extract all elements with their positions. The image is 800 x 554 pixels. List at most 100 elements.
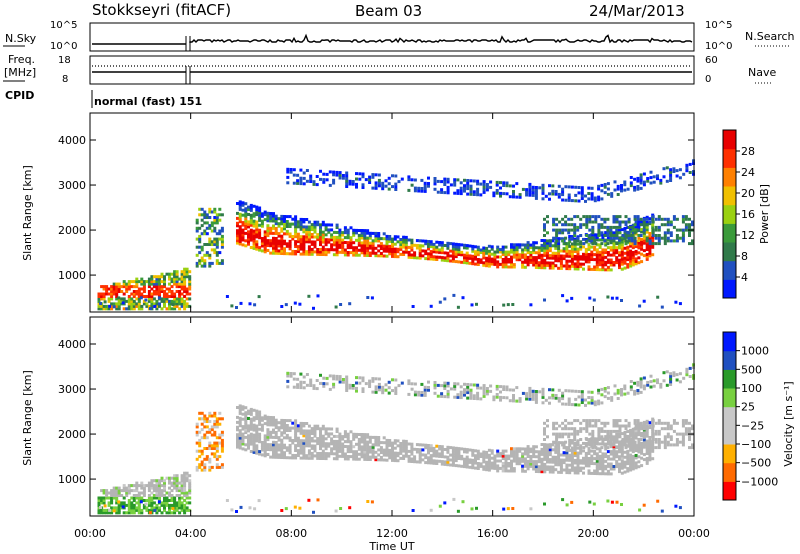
velocity-cell	[385, 453, 389, 457]
velocity-cell	[213, 447, 217, 450]
velocity-cell	[606, 462, 610, 466]
power-cell	[630, 239, 634, 243]
velocity-cell	[654, 438, 658, 441]
velocity-cell	[546, 419, 549, 423]
power-cell	[620, 247, 624, 251]
power-cell	[310, 250, 314, 254]
velocity-cell	[391, 454, 394, 457]
velocity-cell	[499, 466, 502, 470]
power-cell	[180, 277, 184, 281]
velocity-cell	[597, 391, 601, 395]
velocity-cell	[349, 455, 353, 459]
power-cell	[238, 235, 242, 239]
velocity-cell	[618, 435, 622, 439]
velocity-cell	[490, 456, 494, 460]
power-cell	[551, 261, 555, 265]
power-cell	[321, 248, 325, 252]
power-cell	[418, 256, 422, 260]
power-cell	[168, 307, 171, 311]
velocity-cell	[688, 435, 691, 439]
velocity-cell	[299, 449, 303, 453]
velocity-cell	[163, 496, 166, 500]
power-cell	[165, 272, 169, 276]
power-cell	[107, 292, 111, 296]
power-cell	[588, 215, 592, 219]
velocity-cell	[479, 386, 483, 390]
power-cell	[552, 223, 556, 227]
velocity-cell	[147, 494, 151, 497]
velocity-cell	[263, 417, 267, 421]
power-cell	[110, 307, 114, 311]
velocity-cell	[105, 508, 109, 512]
power-cell	[188, 292, 192, 296]
power-cell	[208, 216, 212, 219]
power-cell	[577, 186, 581, 189]
power-cell	[210, 240, 214, 244]
power-cell	[499, 255, 502, 259]
power-cell	[440, 248, 444, 252]
power-cell	[152, 282, 156, 286]
velocity-cell	[515, 462, 519, 466]
velocity-cell	[504, 462, 508, 465]
velocity-cell	[324, 429, 328, 433]
velocity-cell	[482, 452, 486, 456]
velocity-cell	[147, 499, 151, 502]
power-cell	[368, 246, 372, 250]
power-cell	[147, 290, 151, 293]
velocity-cell	[266, 428, 270, 432]
velocity-cell	[338, 377, 342, 381]
power-cell	[218, 237, 222, 241]
power-cell	[183, 277, 187, 281]
power-cell	[642, 223, 646, 227]
power-cell	[579, 265, 583, 269]
power-cell	[540, 243, 544, 247]
power-cell	[220, 229, 224, 233]
velocity-cell	[310, 456, 314, 460]
velocity-cell	[573, 419, 577, 423]
velocity-cell	[595, 457, 599, 461]
power-cell	[615, 258, 619, 262]
power-cell	[335, 253, 339, 257]
velocity-cell	[175, 501, 179, 505]
power-cell	[415, 244, 419, 247]
power-cell	[110, 292, 114, 296]
velocity-cell	[518, 457, 522, 461]
power-cell	[618, 225, 622, 229]
power-cell	[681, 217, 685, 221]
power-cell	[352, 228, 356, 232]
power-cell	[249, 208, 253, 212]
power-cell	[163, 297, 166, 301]
power-cell	[501, 262, 505, 266]
velocity-cell	[260, 428, 264, 432]
velocity-cell	[307, 429, 311, 433]
velocity-cell	[417, 390, 421, 394]
velocity-cell	[319, 447, 322, 451]
power-cell	[208, 224, 212, 228]
power-cell	[499, 194, 502, 198]
velocity-cell	[564, 446, 568, 450]
velocity-cell	[185, 479, 189, 483]
power-cell	[188, 285, 192, 289]
velocity-cell	[288, 426, 292, 430]
velocity-cell	[474, 459, 477, 463]
velocity-cell	[150, 506, 154, 510]
velocity-cell	[660, 427, 664, 431]
power-cell	[543, 246, 547, 250]
velocity-cell	[642, 376, 646, 380]
velocity-cell	[659, 385, 663, 389]
velocity-cell	[155, 503, 159, 507]
power-cell	[402, 235, 406, 239]
power-cell	[518, 258, 522, 262]
power-cell	[258, 246, 262, 250]
velocity-cell	[593, 439, 597, 443]
power-cell	[675, 169, 679, 173]
power-cell	[140, 307, 144, 311]
power-cell	[291, 237, 295, 241]
power-cell	[453, 178, 457, 182]
velocity-cell	[591, 435, 595, 439]
power-cell	[296, 247, 300, 251]
velocity-cell	[371, 453, 375, 457]
power-cell	[368, 181, 372, 184]
power-cell	[615, 246, 619, 250]
velocity-cell	[158, 479, 161, 483]
